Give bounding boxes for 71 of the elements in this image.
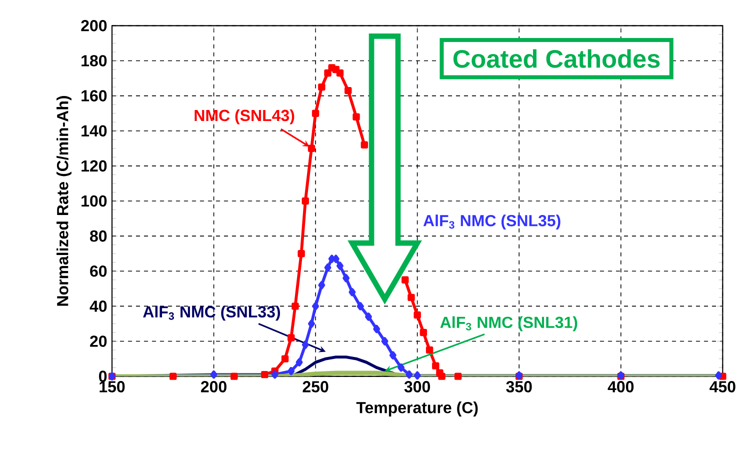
point	[288, 366, 295, 376]
point	[336, 69, 344, 77]
point	[324, 263, 332, 272]
point	[308, 144, 316, 152]
point	[352, 113, 360, 120]
text: AlF$_{3}$ NMC (SNL31)	[440, 316, 578, 332]
y-tick-label: 120	[82, 160, 107, 172]
point	[426, 346, 434, 354]
point	[365, 312, 372, 321]
point	[373, 324, 380, 334]
point	[296, 358, 303, 366]
annotation: Coated Cathodes	[453, 49, 660, 68]
y-tick-label: 100	[82, 195, 107, 207]
point	[348, 288, 356, 296]
point	[381, 337, 388, 346]
x-tick-label: 200	[201, 381, 226, 392]
series-label: NMC (SNL43)	[194, 109, 294, 124]
point	[454, 372, 462, 380]
point	[312, 110, 320, 117]
point	[414, 311, 421, 319]
point	[715, 371, 722, 380]
point	[719, 372, 726, 380]
point	[210, 370, 218, 379]
point	[302, 197, 309, 205]
point	[261, 370, 268, 378]
point	[336, 262, 344, 270]
y-tick-label: 20	[90, 336, 107, 347]
x-axis-title: Temperature (C)	[356, 402, 478, 416]
point	[342, 274, 350, 282]
point	[324, 69, 332, 77]
point	[292, 302, 299, 310]
y-tick-label: 200	[81, 20, 107, 32]
point	[408, 294, 415, 302]
x-tick-label: 400	[608, 381, 634, 392]
y-tick-label: 0	[99, 370, 107, 382]
point	[356, 302, 364, 310]
x-tick-label: 450	[710, 381, 736, 392]
point	[344, 86, 352, 94]
point	[402, 276, 409, 284]
y-tick-label: 180	[82, 55, 107, 66]
point	[389, 351, 396, 360]
x-tick-label: 150	[100, 381, 125, 392]
point	[230, 372, 238, 380]
y-tick-label: 80	[90, 230, 107, 242]
y-axis-title: Normalized Rate (C/min-Ah)	[56, 96, 72, 306]
point	[406, 370, 413, 379]
point	[271, 370, 278, 379]
point	[420, 328, 428, 336]
point	[318, 281, 326, 290]
point	[298, 250, 305, 258]
point	[432, 362, 440, 370]
point	[438, 372, 446, 380]
point	[312, 302, 320, 310]
point	[318, 83, 326, 91]
x-tick-label: 350	[506, 381, 532, 392]
y-tick-label: 140	[82, 125, 107, 137]
point	[169, 372, 177, 380]
point	[288, 334, 295, 342]
text: AlF$_{3}$ NMC (SNL33)	[143, 306, 280, 321]
x-tick-label: 300	[404, 381, 430, 392]
y-tick-label: 40	[90, 300, 107, 312]
y-tick-label: 160	[82, 90, 107, 102]
x-tick-label: 250	[302, 381, 328, 392]
y-tick-label: 60	[90, 265, 107, 277]
point	[302, 340, 309, 349]
point	[360, 141, 368, 148]
text: AlF$_{3}$ NMC (SNL35)	[423, 214, 560, 230]
point	[414, 371, 421, 380]
point	[398, 363, 405, 372]
point	[308, 320, 315, 328]
point	[281, 355, 289, 362]
